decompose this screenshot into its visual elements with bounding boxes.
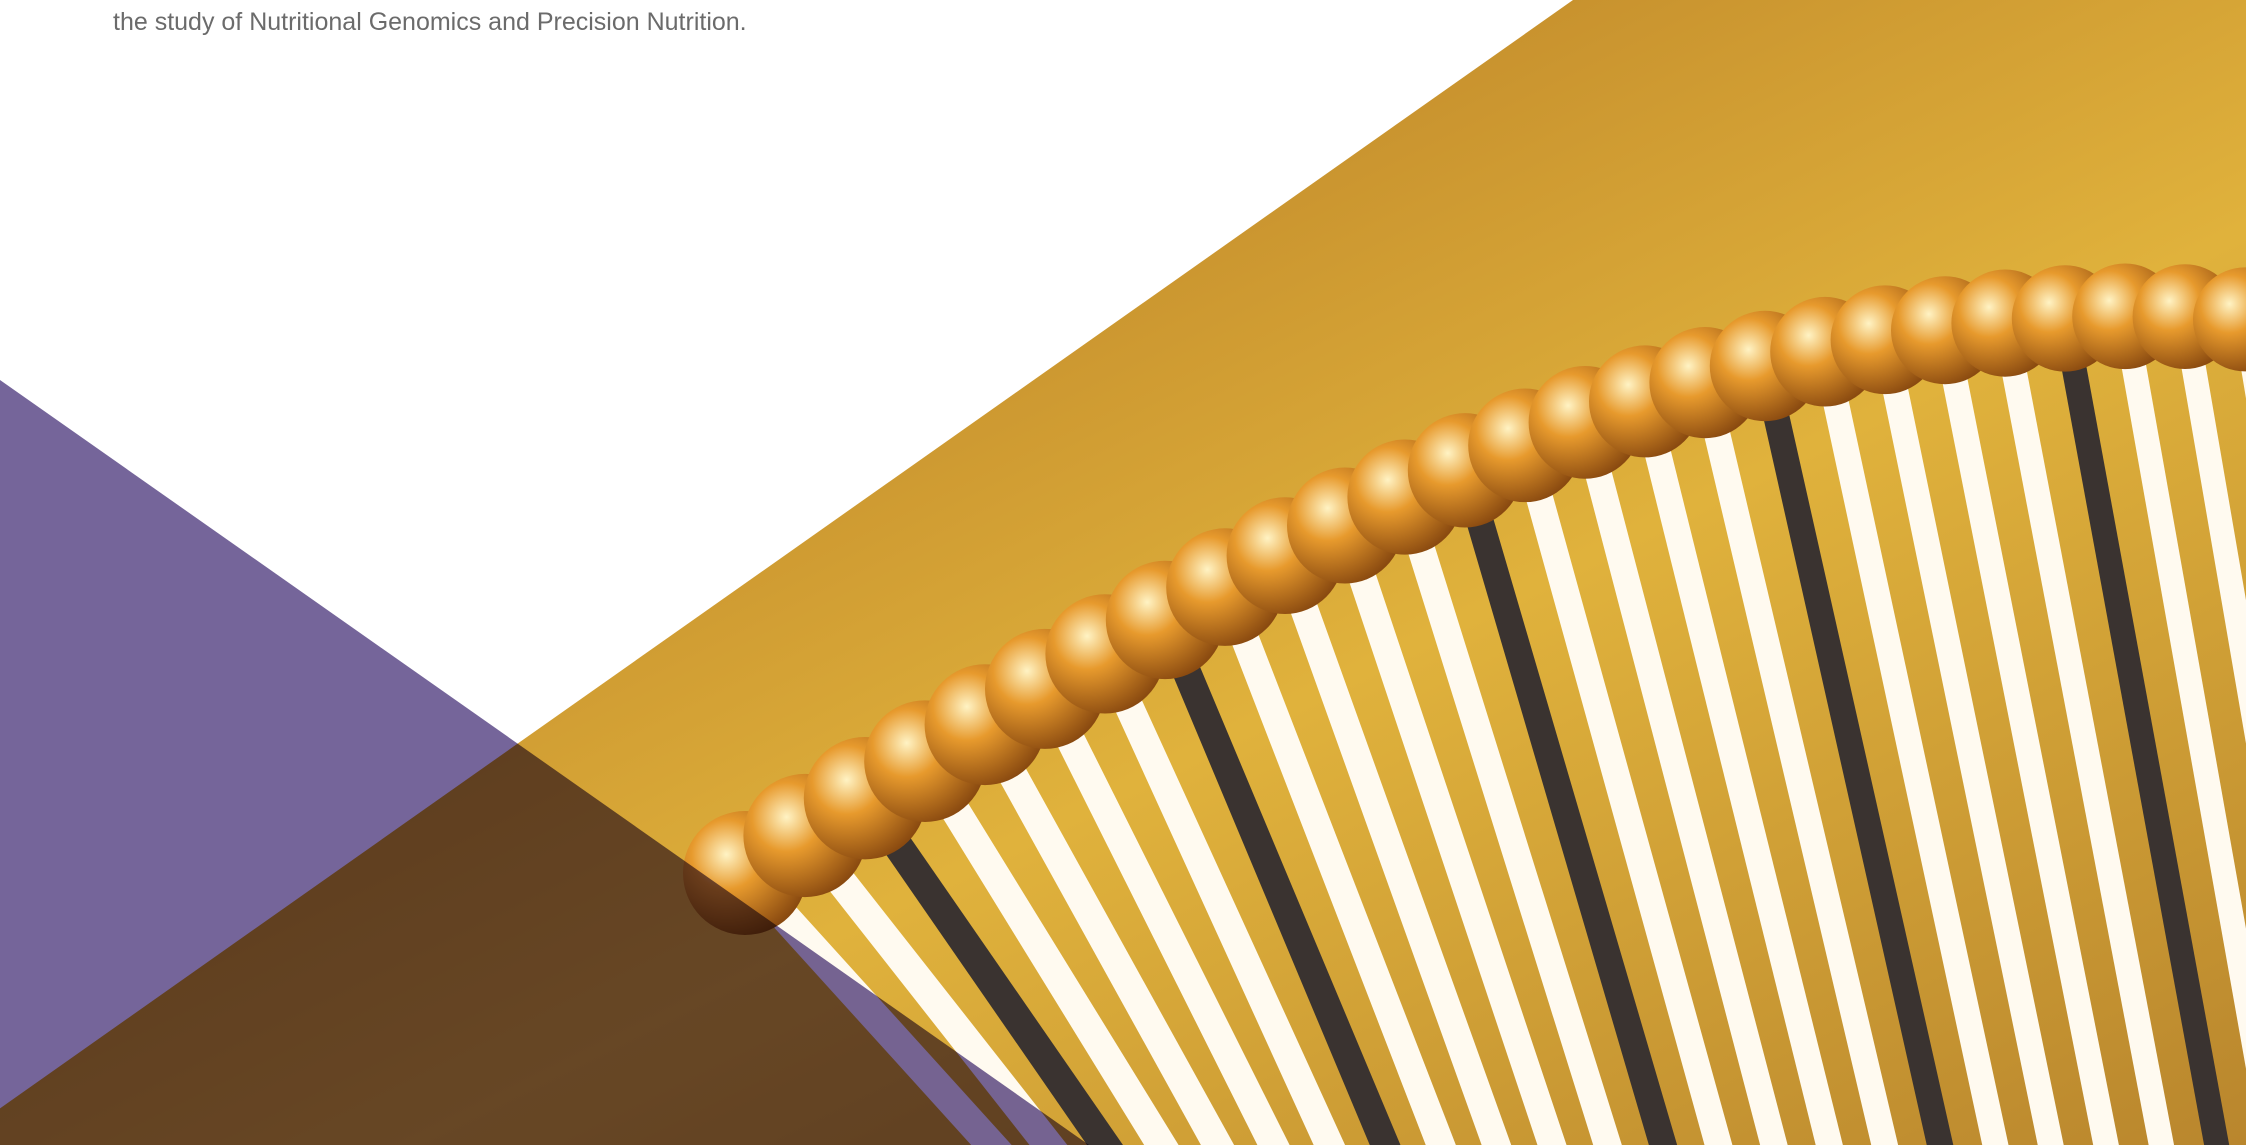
dna-rod <box>1872 337 2067 1145</box>
dna-rod <box>972 717 1239 1145</box>
purple-triangle <box>0 380 1089 1145</box>
dna-rod <box>1692 379 1901 1145</box>
dna-bead <box>2193 267 2246 372</box>
dna-rod <box>852 789 1128 1145</box>
dna-rod <box>1752 363 1957 1145</box>
dna-rod <box>1812 349 2012 1145</box>
dna-rod <box>2052 316 2232 1145</box>
dna-rod <box>1271 550 1515 1145</box>
intro-text: the study of Nutritional Genomics and Pr… <box>113 8 747 36</box>
dna-rod <box>1451 466 1681 1145</box>
dna-rod <box>1572 418 1791 1145</box>
dna-rod <box>1151 614 1405 1145</box>
dna-rod <box>1932 327 2122 1145</box>
dna-rod <box>1512 441 1736 1145</box>
dna-rod <box>912 753 1184 1145</box>
dna-rod <box>1092 647 1350 1145</box>
dna-rod <box>1992 320 2177 1145</box>
dna-rod <box>1632 398 1846 1145</box>
dna-helix <box>683 263 2246 1145</box>
dna-rod <box>2112 314 2246 1145</box>
dna-rod <box>1391 492 1626 1145</box>
dna-rod <box>1032 682 1294 1145</box>
dna-rod <box>2173 314 2246 1145</box>
dna-rod <box>1211 582 1460 1145</box>
dna-rod <box>1331 521 1571 1145</box>
